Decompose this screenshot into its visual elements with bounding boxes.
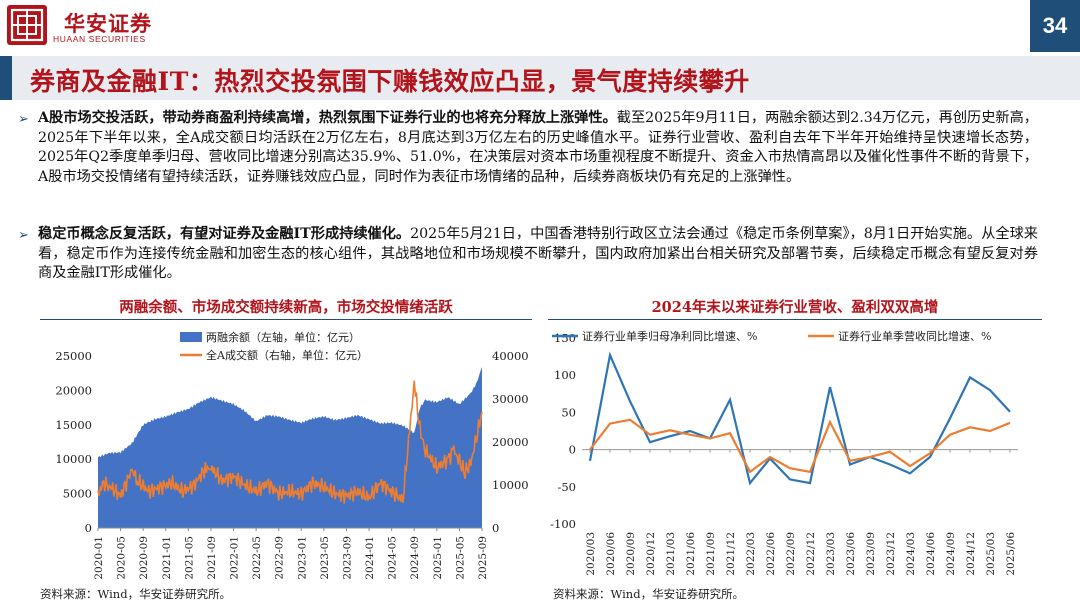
logo-chinese-name: 华安证券 — [64, 11, 152, 36]
legend-label-profit: 证券行业单季归母净利同比增速、% — [582, 329, 757, 343]
bullet-paragraph-1: ➢ A股市场交投活跃，带动券商盈利持续高增，热烈氛围下证券行业的也将充分释放上涨… — [18, 109, 1038, 187]
left-chart-source: 资料来源：Wind，华安证券研究所。 — [40, 587, 232, 601]
y-right-tick-label: 0 — [492, 521, 499, 535]
y-tick-label: 50 — [561, 405, 576, 419]
x-tick-label: 2021/06 — [685, 532, 697, 576]
x-tick-label: 2020/03 — [585, 532, 597, 576]
legend-swatch-area — [180, 332, 202, 342]
y-tick-label: -100 — [550, 517, 576, 531]
x-tick-label: 2023/06 — [845, 532, 857, 576]
page-number: 34 — [1030, 0, 1080, 52]
x-tick-label: 2023-09 — [341, 536, 353, 580]
x-tick-label: 2025-05 — [454, 536, 466, 580]
x-tick-label: 2024-01 — [364, 536, 376, 580]
x-tick-label: 2022-05 — [251, 536, 263, 580]
y-tick-label: 150 — [554, 331, 576, 345]
bullet-arrow-icon: ➢ — [18, 112, 29, 127]
x-tick-label: 2024-05 — [387, 536, 399, 580]
x-tick-label: 2023/09 — [865, 532, 877, 576]
y-right-tick-label: 20000 — [492, 435, 529, 449]
x-tick-label: 2025/03 — [985, 532, 997, 576]
x-tick-label: 2024/03 — [905, 532, 917, 576]
x-tick-label: 2020/06 — [605, 532, 617, 576]
revenue-growth-line — [589, 418, 1011, 474]
bullet-2-lead: 稳定币概念反复活跃，有望对证券及金融IT形成持续催化。 — [38, 226, 411, 242]
x-tick-label: 2023-01 — [296, 536, 308, 580]
title-accent-bar — [0, 56, 12, 100]
legend-label-margin: 两融余额（左轴，单位：亿元） — [206, 330, 360, 344]
x-tick-label: 2020/12 — [645, 532, 657, 576]
x-tick-label: 2020/09 — [625, 532, 637, 576]
y-tick-label: 100 — [554, 368, 576, 382]
x-tick-label: 2021/09 — [705, 532, 717, 576]
x-tick-label: 2020-01 — [93, 536, 105, 580]
y-tick-label: 0 — [569, 443, 576, 457]
y-left-tick-label: 15000 — [55, 418, 92, 432]
legend-label-revenue: 证券行业单季营收同比增速、% — [838, 329, 991, 343]
bullet-arrow-icon: ➢ — [18, 228, 29, 243]
y-left-tick-label: 10000 — [55, 452, 92, 466]
bullet-2-body: 2025年5月21日，中国香港特别行政区立法会通过《稳定币条例草案》，8月1日开… — [38, 226, 1038, 282]
page-title: 券商及金融IT：热烈交投氛围下赚钱效应凸显，景气度持续攀升 — [30, 67, 750, 96]
bullet-1-body: 截至2025年9月11日，两融余额达到2.34万亿元，再创历史新高，2025年下… — [38, 110, 1038, 185]
x-tick-label: 2020-05 — [116, 536, 128, 580]
legend-label-turnover: 全A成交额（右轴，单位：亿元） — [206, 348, 368, 362]
x-tick-label: 2024-09 — [409, 536, 421, 580]
bullet-1-lead: A股市场交投活跃，带动券商盈利持续高增，热烈氛围下证券行业的也将充分释放上涨弹性… — [38, 110, 617, 126]
right-chart-source: 资料来源：Wind，华安证券研究所。 — [553, 587, 745, 601]
x-tick-label: 2023-05 — [319, 536, 331, 580]
y-right-tick-label: 30000 — [492, 392, 529, 406]
y-left-tick-label: 20000 — [55, 383, 92, 397]
left-chart-title: 两融余额、市场成交额持续新高，市场交投情绪活跃 — [40, 296, 532, 320]
x-tick-label: 2022-01 — [229, 536, 241, 580]
x-tick-label: 2022/09 — [785, 532, 797, 576]
right-chart-title: 2024年末以来证券行业营收、盈利双双高增 — [548, 296, 1042, 320]
y-left-tick-label: 25000 — [55, 349, 92, 363]
x-tick-label: 2024/12 — [965, 532, 977, 576]
securities-growth-chart: 150 100 50 0 -50 -100 2020/03 2020/06 2020/09 202… — [550, 329, 1018, 576]
y-right-tick-label: 40000 — [492, 349, 529, 363]
x-tick-label: 2021-05 — [183, 536, 195, 580]
x-tick-label: 2021-09 — [206, 536, 218, 580]
y-right-tick-label: 10000 — [492, 478, 529, 492]
y-left-tick-label: 0 — [85, 521, 92, 535]
x-tick-label: 2024/09 — [945, 532, 957, 576]
x-tick-label: 2023/12 — [885, 532, 897, 576]
x-tick-label: 2021/12 — [725, 532, 737, 576]
x-tick-label: 2022/12 — [805, 532, 817, 576]
x-tick-label: 2023/03 — [825, 532, 837, 576]
seal-icon — [7, 5, 47, 45]
bullet-paragraph-2: ➢ 稳定币概念反复活跃，有望对证券及金融IT形成持续催化。2025年5月21日，… — [18, 225, 1038, 284]
x-tick-label: 2021-01 — [161, 536, 173, 580]
turnover-line — [97, 380, 483, 504]
x-tick-label: 2025/06 — [1005, 532, 1017, 576]
x-tick-label: 2022/06 — [765, 532, 777, 576]
x-tick-label: 2025-09 — [477, 536, 489, 580]
x-tick-label: 2025-01 — [432, 536, 444, 580]
title-bar: 券商及金融IT：热烈交投氛围下赚钱效应凸显，景气度持续攀升 — [0, 56, 1080, 100]
company-logo: 华安证券 HUAAN SECURITIES — [6, 4, 196, 50]
y-left-tick-label: 5000 — [63, 487, 92, 501]
net-profit-growth-line — [588, 351, 1011, 486]
x-tick-label: 2024/06 — [925, 532, 937, 576]
y-tick-label: -50 — [557, 480, 576, 494]
logo-english-name: HUAAN SECURITIES — [53, 34, 146, 44]
x-tick-label: 2022/03 — [745, 532, 757, 576]
x-tick-label: 2020-09 — [138, 536, 150, 580]
x-tick-label: 2022-09 — [274, 536, 286, 580]
margin-balance-turnover-chart: 0 5000 10000 15000 20000 25000 0 10000 20000 3000… — [55, 330, 529, 580]
x-tick-label: 2021/03 — [665, 532, 677, 576]
